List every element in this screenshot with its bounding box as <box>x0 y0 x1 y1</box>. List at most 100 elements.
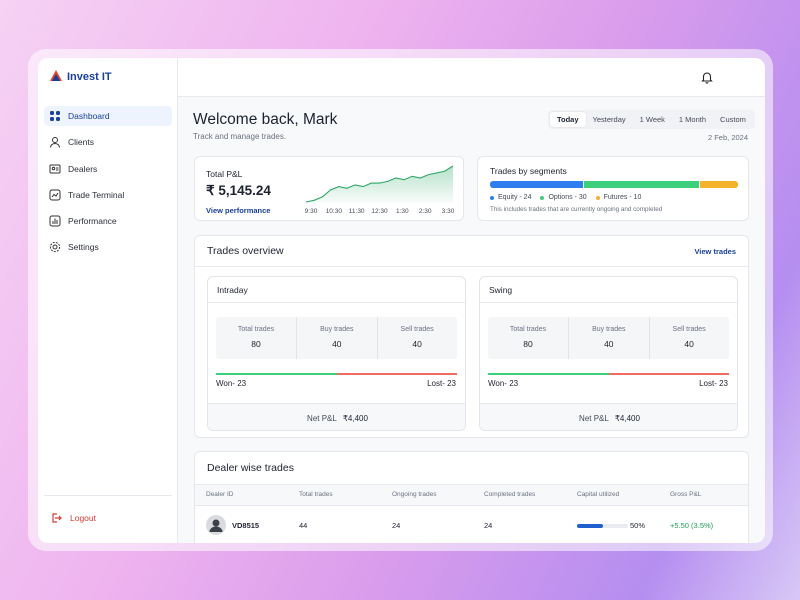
column-header: Gross P&L <box>670 491 702 498</box>
capital-bar <box>577 524 603 528</box>
app: Invest IT Logout Dashboard Clients Dealers… <box>38 58 765 543</box>
column-header: Total trades <box>299 491 333 498</box>
net-value: ₹4,400 <box>614 413 640 423</box>
dealers-title: Dealer wise trades <box>207 462 294 474</box>
brand-name: Invest IT <box>67 71 112 83</box>
gross-pnl: +5.50 (3.5%) <box>670 521 714 530</box>
nav-item[interactable]: Performance <box>44 211 172 231</box>
nav-label: Dashboard <box>68 111 110 121</box>
segment-bar <box>583 181 700 188</box>
legend-label: Options - 30 <box>548 194 587 201</box>
x-tick-label: 1:30 <box>396 208 409 215</box>
lost-bar <box>336 373 457 375</box>
nav-item[interactable]: Dashboard <box>44 106 172 126</box>
stat: Total trades 80 <box>488 317 568 359</box>
segment-bar <box>490 181 583 188</box>
nav-icon <box>50 137 60 148</box>
lost-bar <box>608 373 729 375</box>
divider <box>195 266 748 267</box>
overview-card: Trades overview View trades Intraday Tota… <box>194 235 749 438</box>
trade-panel: Swing Total trades 80 Buy trades 40 Sell trad… <box>479 276 738 431</box>
panel-title: Swing <box>489 285 513 295</box>
nav-item[interactable]: Trade Terminal <box>44 185 172 205</box>
range-tab[interactable]: Custom <box>720 115 746 124</box>
cell: 24 <box>484 521 493 530</box>
dealers-card: Dealer wise trades Dealer ID Total trades… <box>194 451 749 543</box>
column-header: Ongoing trades <box>392 491 437 498</box>
logout-icon <box>52 513 62 523</box>
cell: 24 <box>392 521 401 530</box>
stat-label: Buy trades <box>320 326 354 333</box>
segment-bar <box>699 181 738 188</box>
notification-bell[interactable] <box>700 70 714 84</box>
x-tick-label: 12:30 <box>371 208 388 215</box>
range-tab[interactable]: Today <box>550 112 586 127</box>
nav-label: Clients <box>68 137 94 147</box>
sidebar: Invest IT Logout Dashboard Clients Dealers… <box>38 58 178 543</box>
stat-label: Total trades <box>509 326 547 333</box>
segments-bar <box>490 181 738 188</box>
nav-icon <box>49 215 61 227</box>
segments-card: Trades by segments Equity - 24 Options - … <box>477 156 749 221</box>
legend-item: Equity - 24 <box>490 194 531 201</box>
x-tick-label: 9:30 <box>305 208 318 215</box>
stat-label: Buy trades <box>592 326 626 333</box>
x-tick-label: 10:30 <box>326 208 343 215</box>
panel-footer: Net P&L ₹4,400 <box>208 403 465 430</box>
trade-panel: Intraday Total trades 80 Buy trades 40 Sell t… <box>207 276 466 431</box>
net-label: Net P&L <box>307 413 337 423</box>
stat-value: 40 <box>332 339 342 349</box>
x-tick-label: 11:30 <box>349 208 365 215</box>
divider <box>480 302 737 303</box>
nav-label: Trade Terminal <box>68 190 125 200</box>
stat-label: Sell trades <box>400 326 434 333</box>
page-title: Welcome back, Mark <box>193 111 338 128</box>
legend-dot <box>490 195 494 200</box>
x-tick-label: 2:30 <box>419 208 432 215</box>
capital-label: 50% <box>630 521 646 530</box>
won-bar <box>488 373 609 375</box>
pnl-label: Total P&L <box>206 169 243 179</box>
won-label: Won- 23 <box>216 379 247 388</box>
stat-value: 80 <box>523 339 533 349</box>
page-subtitle: Track and manage trades. <box>193 132 287 141</box>
area <box>306 166 453 203</box>
nav-icon <box>50 111 60 121</box>
panel-title: Intraday <box>217 285 248 295</box>
range-tab[interactable]: 1 Week <box>639 115 665 124</box>
range-tab[interactable]: 1 Month <box>678 115 707 124</box>
lost-label: Lost- 23 <box>427 379 456 388</box>
nav-icon <box>49 164 61 174</box>
segments-title: Trades by segments <box>490 166 567 176</box>
logout-button[interactable]: Logout <box>50 511 130 525</box>
stats-box: Total trades 80 Buy trades 40 Sell trades 40 <box>216 317 457 359</box>
nav-item[interactable]: Settings <box>44 237 172 257</box>
stat: Buy trades 40 <box>296 317 376 359</box>
column-header: Capital utilized <box>577 491 620 498</box>
legend-item: Options - 30 <box>540 194 587 201</box>
panel-footer: Net P&L ₹4,400 <box>480 403 737 430</box>
stat-label: Total trades <box>237 326 275 333</box>
date: 2 Feb, 2024 <box>707 133 748 142</box>
overview-link[interactable]: View trades <box>694 247 736 256</box>
nav-item[interactable]: Clients <box>44 132 172 152</box>
column-header: Dealer ID <box>206 491 234 498</box>
stats-box: Total trades 80 Buy trades 40 Sell trades 40 <box>488 317 729 359</box>
stat: Sell trades 40 <box>648 317 729 359</box>
won-bar <box>216 373 337 375</box>
legend-label: Futures - 10 <box>603 194 642 201</box>
range-tab[interactable]: Yesterday <box>592 115 626 124</box>
nav-item[interactable]: Dealers <box>44 159 172 179</box>
logout-label: Logout <box>70 513 96 523</box>
stat-value: 40 <box>412 339 422 349</box>
line <box>305 165 454 203</box>
table-header <box>195 484 748 506</box>
legend-item: Futures - 10 <box>595 194 642 201</box>
stat-value: 40 <box>684 339 694 349</box>
cell: VD8515 <box>232 521 260 530</box>
divider <box>208 302 465 303</box>
divider <box>44 495 172 496</box>
pnl-link[interactable]: View performance <box>206 206 271 215</box>
won-label: Won- 23 <box>488 379 519 388</box>
